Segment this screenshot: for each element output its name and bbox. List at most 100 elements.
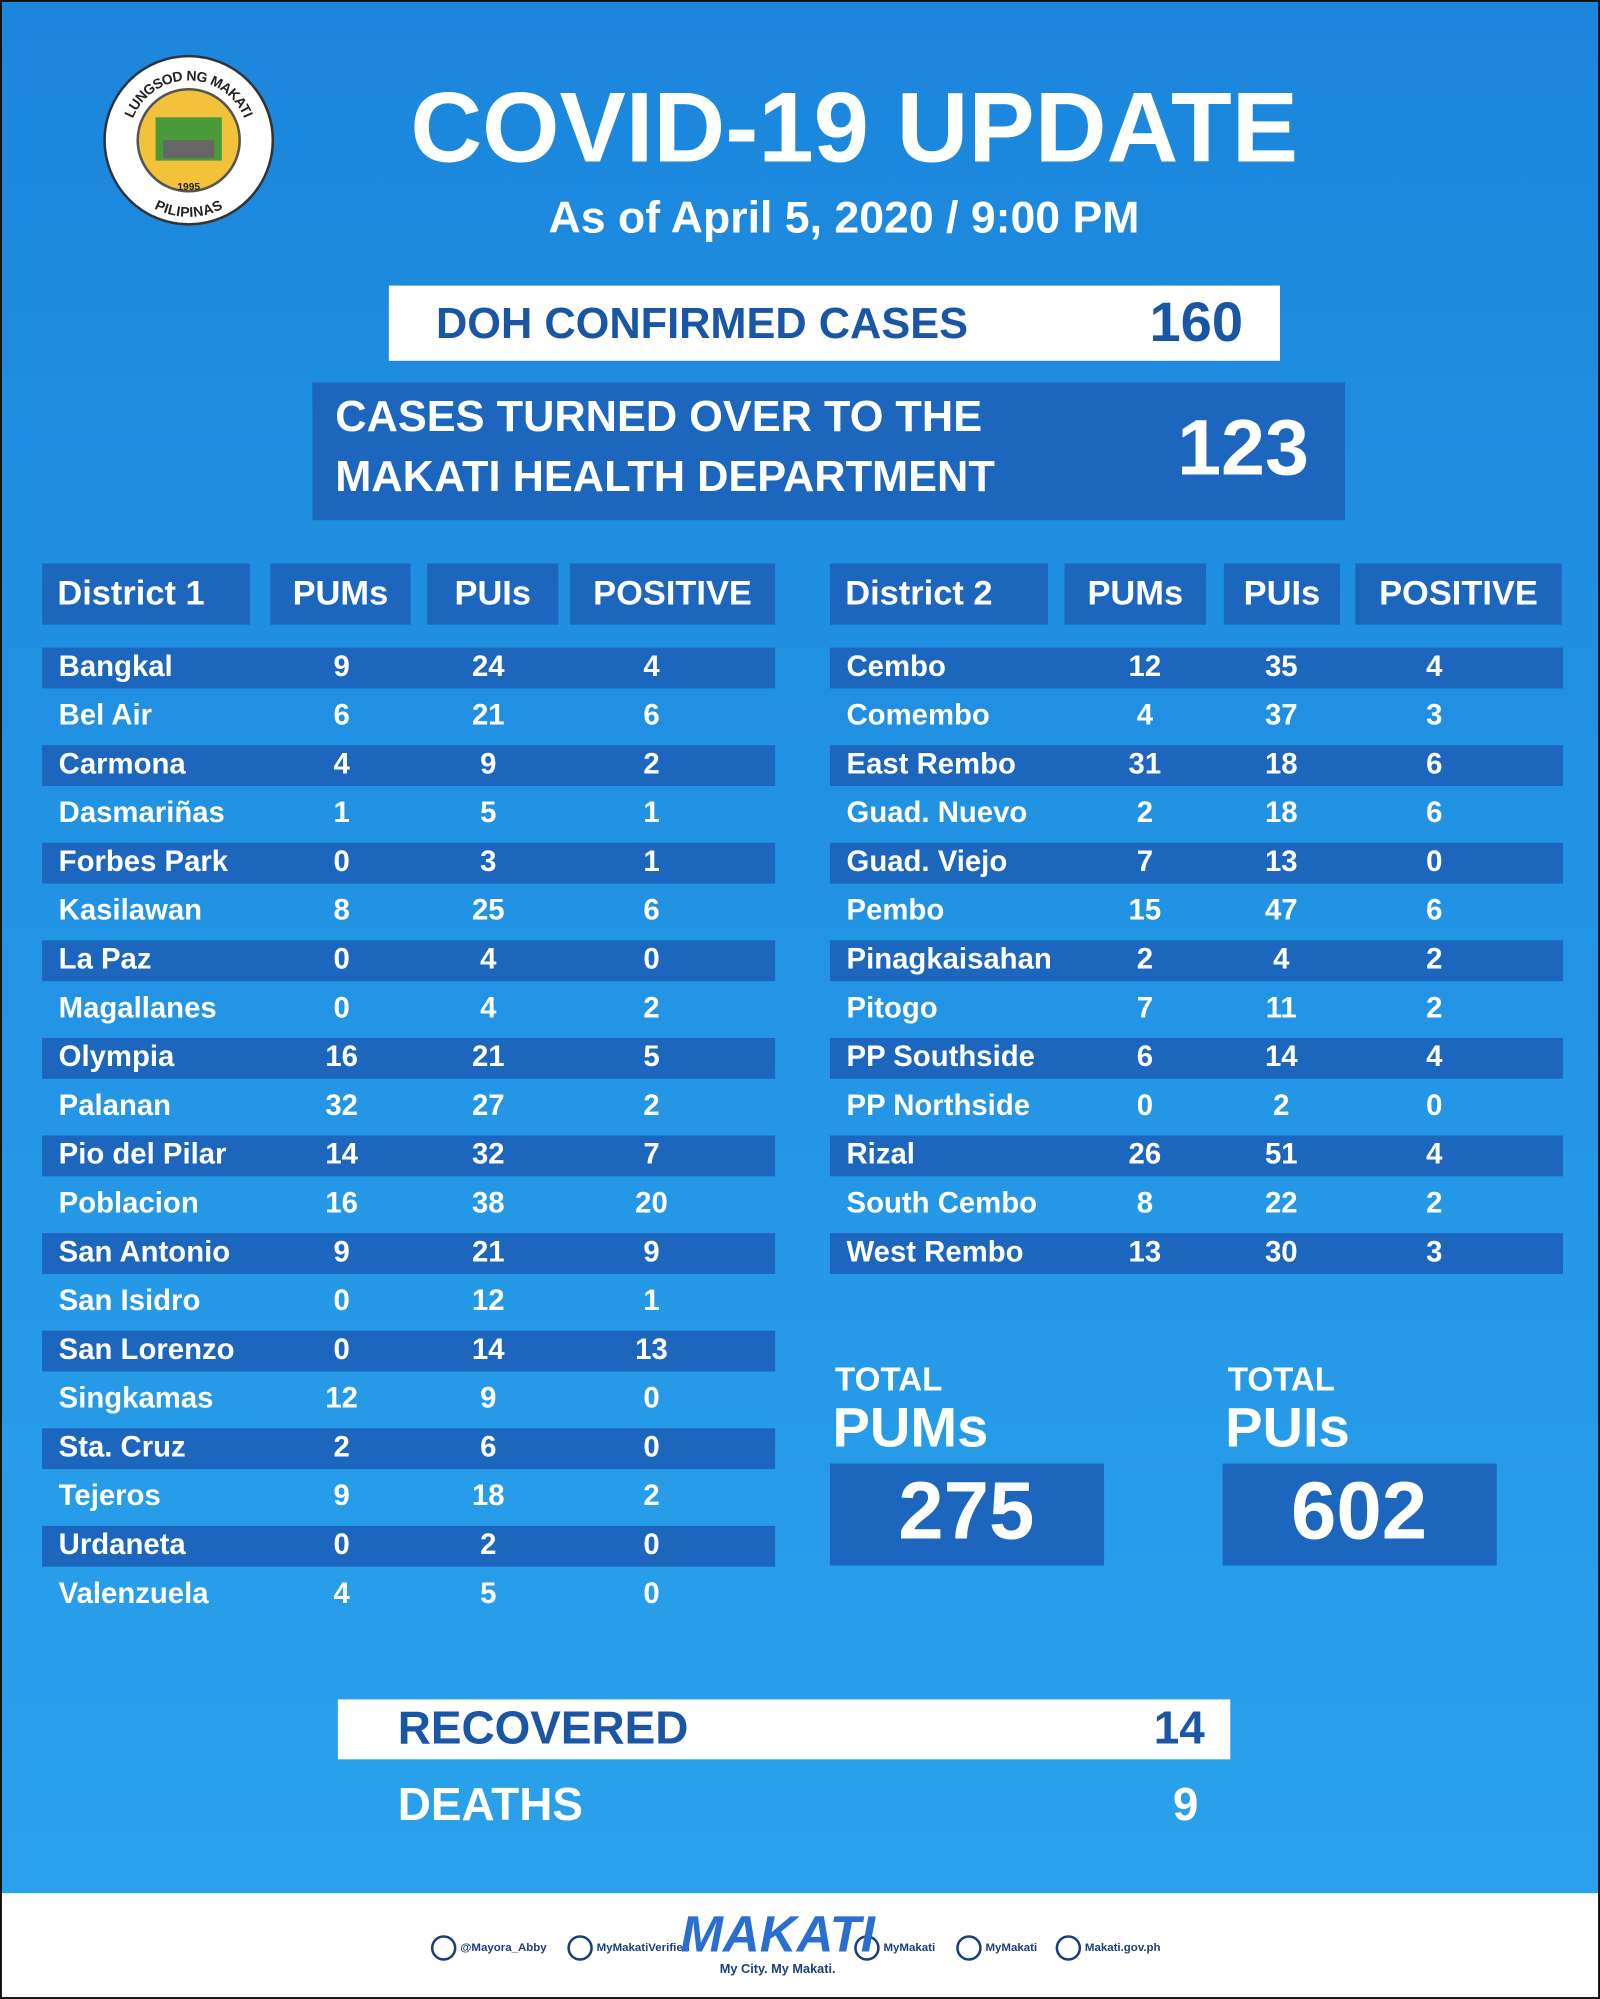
row-band: [42, 647, 776, 689]
district-name: Bel Air: [59, 699, 152, 732]
cell-value: 0: [334, 845, 350, 878]
social-handle: MyMakati: [884, 1942, 936, 1954]
recovered-value: 14: [1154, 1701, 1206, 1753]
cell-value: 9: [334, 1235, 350, 1268]
cell-value: 4: [1426, 1040, 1443, 1073]
cell-value: 4: [1137, 699, 1154, 732]
cell-value: 4: [1426, 1138, 1443, 1171]
district-name: Pembo: [847, 894, 945, 927]
total-label: PUMs: [833, 1395, 989, 1458]
turned-over-box: [312, 382, 1346, 521]
cell-value: 37: [1265, 699, 1298, 732]
cell-value: 51: [1265, 1138, 1298, 1171]
district-name: Bangkal: [59, 650, 173, 683]
cell-value: 2: [1137, 943, 1153, 976]
cell-value: 0: [1426, 1089, 1442, 1122]
column-header: District 2: [845, 574, 992, 612]
district-name: La Paz: [59, 943, 152, 976]
total-value: 602: [1291, 1466, 1427, 1557]
cell-value: 3: [480, 845, 496, 878]
cell-value: 0: [334, 943, 350, 976]
cell-value: 2: [480, 1528, 496, 1561]
column-header: PUIs: [1244, 574, 1321, 612]
cell-value: 2: [334, 1430, 350, 1463]
district-name: Singkamas: [59, 1382, 214, 1415]
district-name: Comembo: [847, 699, 990, 732]
cell-value: 14: [1265, 1040, 1298, 1073]
cell-value: 12: [325, 1382, 358, 1415]
cell-value: 6: [643, 699, 659, 732]
district-name: Palanan: [59, 1089, 171, 1122]
cell-value: 32: [325, 1089, 358, 1122]
total-caption: TOTAL: [835, 1362, 942, 1399]
cell-value: 25: [472, 894, 505, 927]
cell-value: 26: [1129, 1138, 1162, 1171]
footer-links: @Mayora_Abby MyMakatiVerified MyMakati MyMa…: [430, 1935, 1161, 1961]
header-cell: [1064, 563, 1207, 625]
row-band: [829, 1233, 1564, 1274]
title: COVID-19 UPDATE: [410, 72, 1298, 183]
social-icon: [430, 1935, 457, 1961]
cell-value: 15: [1129, 894, 1162, 927]
cell-value: 24: [472, 650, 505, 683]
district-name: PP Southside: [847, 1040, 1035, 1073]
cell-value: 5: [480, 1577, 496, 1610]
row-band: [829, 1135, 1564, 1177]
cell-value: 2: [1426, 1186, 1442, 1219]
seal-bottom-text: PILIPINAS: [153, 196, 225, 219]
cell-value: 13: [1129, 1235, 1162, 1268]
cell-value: 3: [1426, 1235, 1442, 1268]
deaths-label: DEATHS: [398, 1778, 583, 1830]
footer: [0, 1893, 1600, 1999]
cell-value: 0: [1426, 845, 1442, 878]
social-handle: @Mayora_Abby: [460, 1942, 547, 1954]
row-band: [42, 842, 776, 884]
turned-over-line: CASES TURNED OVER TO THE: [335, 393, 982, 441]
cell-value: 22: [1265, 1186, 1298, 1219]
cell-value: 0: [643, 1577, 659, 1610]
cell-value: 1: [643, 796, 659, 829]
district-name: Sta. Cruz: [59, 1430, 186, 1463]
district-name: Carmona: [59, 747, 187, 780]
doh-label: DOH CONFIRMED CASES: [436, 300, 968, 348]
district-name: San Antonio: [59, 1235, 231, 1268]
cell-value: 11: [1266, 991, 1297, 1024]
district-name: Tejeros: [59, 1479, 161, 1512]
cell-value: 0: [643, 1528, 659, 1561]
doh-value: 160: [1149, 290, 1243, 353]
social-icon: [1055, 1935, 1082, 1961]
header-cell: [270, 563, 411, 625]
cell-value: 9: [480, 747, 496, 780]
column-header: POSITIVE: [593, 574, 752, 612]
cell-value: 2: [1273, 1089, 1289, 1122]
row-band: [829, 940, 1564, 982]
header-cell: [569, 563, 776, 625]
row-band: [42, 940, 776, 982]
cell-value: 4: [480, 943, 497, 976]
cell-value: 13: [1265, 845, 1298, 878]
cell-value: 4: [643, 650, 660, 683]
social-icon: [956, 1935, 982, 1961]
header-cell: [1223, 563, 1340, 625]
header-cell: [829, 563, 1048, 625]
total-box: [1222, 1463, 1497, 1566]
turned-over-value: 123: [1177, 403, 1309, 492]
header-cell: [427, 563, 559, 625]
cell-value: 6: [1137, 1040, 1153, 1073]
header-cell: [42, 563, 250, 625]
cell-value: 8: [1137, 1186, 1153, 1219]
row-band: [829, 647, 1564, 689]
total-caption: TOTAL: [1228, 1362, 1335, 1399]
cell-value: 9: [480, 1382, 496, 1415]
district-name: Kasilawan: [59, 894, 202, 927]
cell-value: 18: [1265, 747, 1298, 780]
footer-logo: MAKATI: [680, 1905, 876, 1962]
district-name: Olympia: [59, 1040, 175, 1073]
cell-value: 2: [1426, 943, 1442, 976]
cell-value: 16: [325, 1186, 358, 1219]
cell-value: 27: [472, 1089, 505, 1122]
cell-value: 1: [334, 796, 350, 829]
district-name: San Isidro: [59, 1284, 201, 1317]
